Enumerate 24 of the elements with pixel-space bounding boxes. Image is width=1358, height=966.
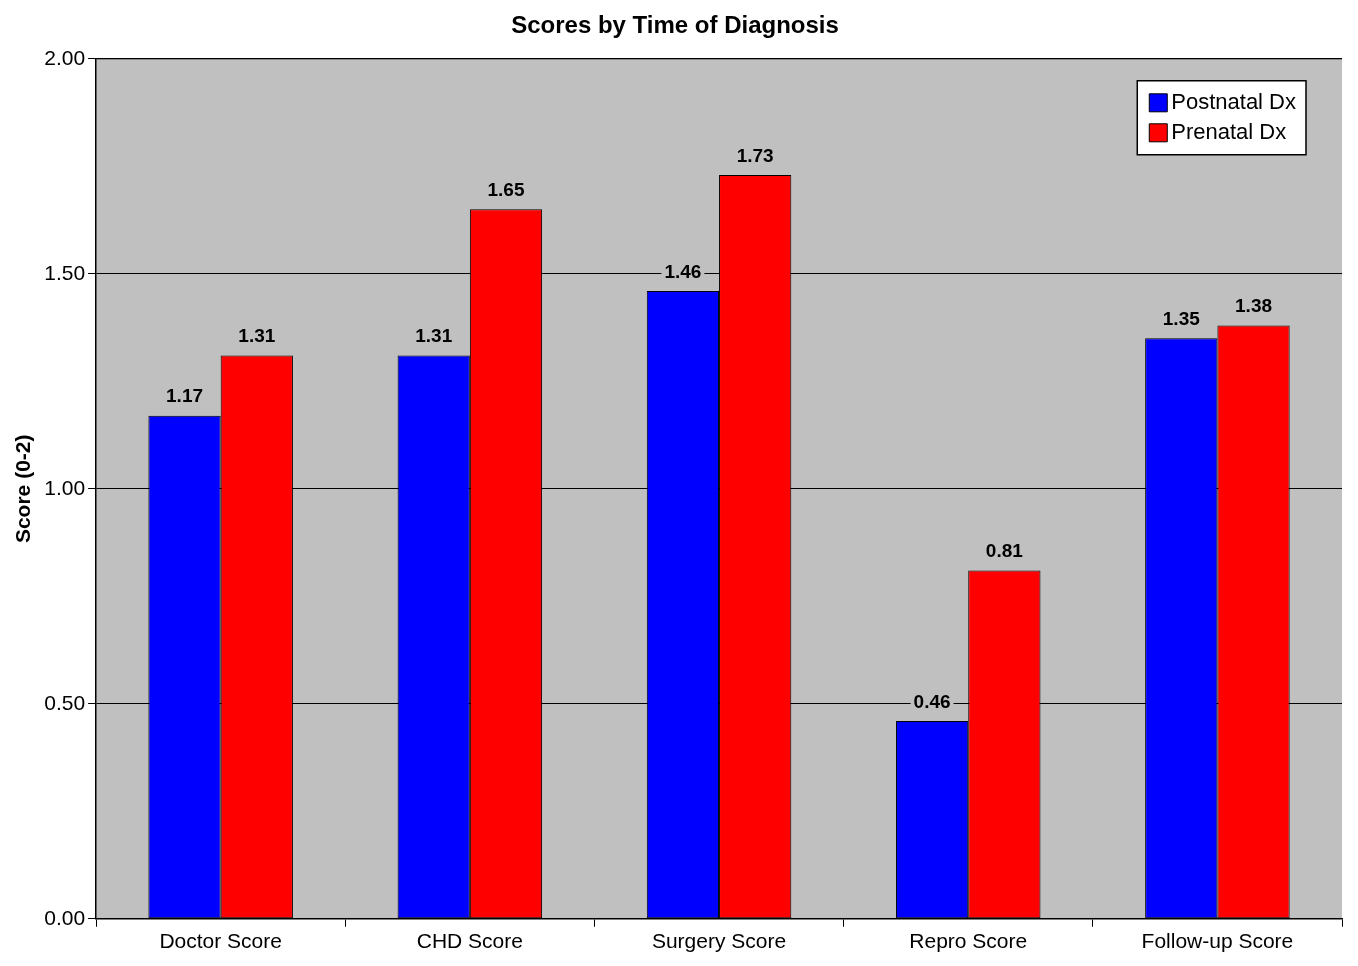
y-tick-label: 0.00 xyxy=(44,905,86,929)
y-tick-label: 0.50 xyxy=(44,690,86,714)
y-axis-title: Score (0-2) xyxy=(11,434,35,544)
x-tick-label: CHD Score xyxy=(416,929,523,953)
x-tick-label: Repro Score xyxy=(909,929,1028,953)
legend-label: Prenatal Dx xyxy=(1171,118,1287,144)
data-label: 1.35 xyxy=(1162,308,1201,330)
x-tick-label: Follow-up Score xyxy=(1141,929,1294,953)
chart-title: Scores by Time of Diagnosis xyxy=(511,11,839,39)
legend-label: Postnatal Dx xyxy=(1171,88,1297,114)
data-label: 1.46 xyxy=(664,260,702,282)
y-tick-label: 2.00 xyxy=(44,45,86,69)
y-tick-label: 1.50 xyxy=(44,260,86,284)
data-label: 1.73 xyxy=(736,144,774,166)
y-tick-label: 1.00 xyxy=(44,475,86,499)
x-tick-label: Surgery Score xyxy=(651,929,787,953)
data-label: 1.17 xyxy=(166,385,204,407)
data-label: 1.31 xyxy=(415,325,453,347)
data-label: 0.81 xyxy=(985,540,1024,562)
data-label: 1.38 xyxy=(1235,295,1273,317)
x-tick-label: Doctor Score xyxy=(159,929,282,953)
data-label: 0.46 xyxy=(913,690,951,712)
data-label: 1.31 xyxy=(238,325,276,347)
data-label: 1.65 xyxy=(487,179,525,201)
